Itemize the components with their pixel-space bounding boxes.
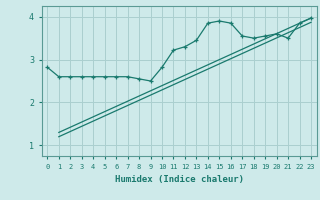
X-axis label: Humidex (Indice chaleur): Humidex (Indice chaleur) [115, 175, 244, 184]
